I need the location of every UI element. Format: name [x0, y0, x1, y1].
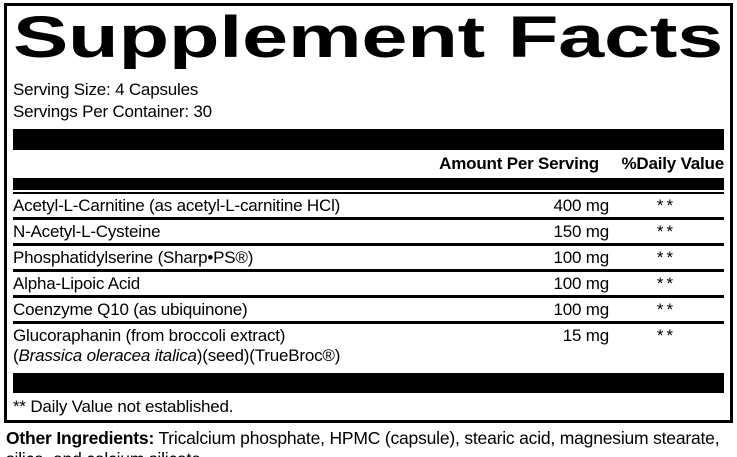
ingredient-daily-value: ** — [656, 248, 677, 267]
ingredient-amount: 100 mg — [553, 300, 609, 319]
daily-value-footnote: ** Daily Value not established. — [13, 397, 234, 416]
divider-bar-footer — [13, 373, 724, 393]
ingredient-name: N-Acetyl-L-Cysteine — [13, 222, 161, 241]
column-header-daily-value: %Daily Value — [621, 154, 725, 173]
ingredient-botanical-name: (Brassica oleracea italica)(seed)(TrueBr… — [13, 346, 341, 365]
table-row: Acetyl-L-Carnitine (as acetyl-L-carnitin… — [13, 194, 724, 220]
table-header-row: Amount Per Serving %Daily Value — [13, 150, 724, 178]
ingredient-name: Alpha-Lipoic Acid — [13, 274, 141, 293]
table-row: Coenzyme Q10 (as ubiquinone) 100 mg ** — [13, 298, 724, 324]
other-ingredients-text: Tricalcium phosphate, HPMC (capsule), st… — [6, 428, 720, 457]
ingredient-name-cell: Coenzyme Q10 (as ubiquinone) — [13, 300, 479, 320]
ingredient-daily-value: ** — [656, 222, 677, 241]
ingredient-amount: 100 mg — [553, 274, 609, 293]
divider-bar-top — [13, 129, 724, 150]
ingredient-daily-value: ** — [656, 300, 677, 319]
ingredient-name: Glucoraphanin (from broccoli extract) — [13, 326, 286, 345]
ingredient-name-cell: Glucoraphanin (from broccoli extract) (B… — [13, 326, 479, 366]
ingredient-daily-value: ** — [656, 196, 677, 215]
supplement-facts-panel: Supplement Facts Serving Size: 4 Capsule… — [4, 3, 733, 423]
table-row: Alpha-Lipoic Acid 100 mg ** — [13, 272, 724, 298]
other-ingredients-label: Other Ingredients: — [6, 428, 155, 448]
serving-size-text: Serving Size: 4 Capsules — [13, 80, 199, 99]
table-row: Phosphatidylserine (Sharp•PS®) 100 mg ** — [13, 246, 724, 272]
ingredient-daily-value: ** — [656, 326, 677, 345]
ingredient-name-cell: Phosphatidylserine (Sharp•PS®) — [13, 248, 479, 268]
ingredient-rows: Acetyl-L-Carnitine (as acetyl-L-carnitin… — [13, 192, 724, 373]
ingredient-name: Acetyl-L-Carnitine (as acetyl-L-carnitin… — [13, 196, 341, 215]
page-title: Supplement Facts — [13, 11, 723, 70]
ingredient-name-cell: N-Acetyl-L-Cysteine — [13, 222, 479, 242]
ingredient-amount: 15 mg — [562, 326, 609, 345]
servings-per-container-text: Servings Per Container: 30 — [13, 102, 212, 121]
ingredient-amount: 400 mg — [553, 196, 609, 215]
ingredient-name-cell: Alpha-Lipoic Acid — [13, 274, 479, 294]
ingredient-name: Phosphatidylserine (Sharp•PS®) — [13, 248, 254, 267]
ingredient-amount: 150 mg — [553, 222, 609, 241]
ingredient-daily-value: ** — [656, 274, 677, 293]
ingredient-name: Coenzyme Q10 (as ubiquinone) — [13, 300, 248, 319]
title-svg: Supplement Facts — [13, 11, 723, 70]
other-ingredients: Other Ingredients: Tricalcium phosphate,… — [6, 428, 723, 457]
serving-info: Serving Size: 4 Capsules Servings Per Co… — [13, 79, 724, 123]
ingredient-amount: 100 mg — [553, 248, 609, 267]
ingredient-name-cell: Acetyl-L-Carnitine (as acetyl-L-carnitin… — [13, 196, 479, 216]
table-row: N-Acetyl-L-Cysteine 150 mg ** — [13, 220, 724, 246]
divider-bar-header — [13, 178, 724, 190]
column-header-amount: Amount Per Serving — [439, 154, 599, 173]
table-row: Glucoraphanin (from broccoli extract) (B… — [13, 324, 724, 373]
